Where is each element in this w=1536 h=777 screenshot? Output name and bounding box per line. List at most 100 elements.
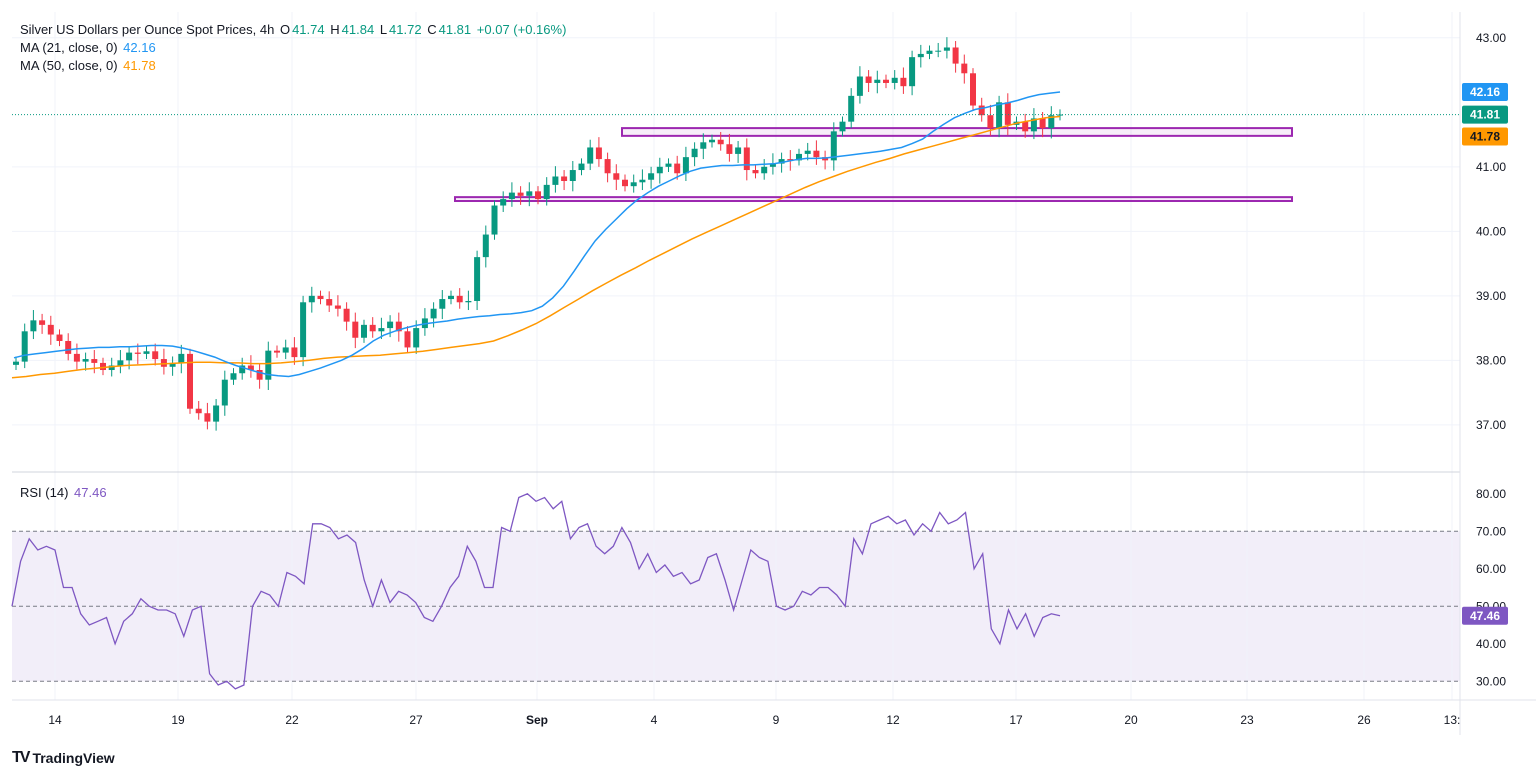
candle-body [952, 47, 959, 64]
candle-body [500, 199, 507, 206]
candle [100, 357, 106, 376]
candle [369, 317, 376, 338]
candle [682, 146, 689, 182]
rsi-legend[interactable]: RSI (14) 47.46 [20, 484, 109, 502]
candle [361, 319, 367, 343]
candle-body [456, 295, 463, 303]
candle [935, 42, 942, 58]
candle [65, 333, 72, 361]
rsi-axis-label: 70.00 [1476, 524, 1506, 538]
candle-body [482, 234, 489, 258]
candle-body [221, 379, 228, 406]
support-box[interactable] [621, 127, 1293, 137]
candle-body [709, 139, 715, 143]
ma50-value: 41.78 [123, 58, 156, 73]
last-price-tag [1462, 105, 1508, 124]
candle [996, 95, 1003, 138]
candle-body [648, 173, 655, 180]
candle [961, 54, 968, 84]
candle-body [143, 351, 150, 354]
candle-body [404, 331, 411, 348]
candle-body [691, 148, 698, 158]
candle [813, 140, 820, 165]
candle-body [839, 121, 846, 132]
candle-body [900, 77, 907, 87]
candle-body [535, 191, 541, 200]
candle-body [804, 150, 811, 154]
price-axis-label: 37.00 [1476, 418, 1506, 432]
candle [978, 97, 985, 122]
candle-body [552, 176, 559, 185]
candle-body [1030, 118, 1037, 132]
candle [334, 295, 341, 317]
ma50-legend[interactable]: MA (50, close, 0) 41.78 [20, 57, 158, 75]
candle [595, 137, 602, 167]
candle-body [726, 144, 733, 154]
candle-body [65, 340, 72, 354]
candle-body [970, 73, 976, 106]
candle [926, 45, 933, 60]
candle-body [978, 105, 985, 116]
candle [352, 312, 359, 349]
candle [30, 310, 37, 340]
candle-body [474, 257, 481, 301]
candle [526, 182, 533, 207]
chart-title-legend[interactable]: Silver US Dollars per Ounce Spot Prices,… [20, 21, 568, 39]
candle [395, 312, 402, 342]
candle [178, 344, 185, 374]
candle-body [822, 157, 829, 161]
time-axis-labels[interactable]: 14 19 22 27 Sep 4 9 12 17 20 23 26 13: [48, 713, 1460, 727]
ma21-legend[interactable]: MA (21, close, 0) 42.16 [20, 39, 158, 57]
candle-body [561, 176, 568, 182]
candle-body [639, 179, 646, 183]
support-resistance-boxes[interactable] [454, 127, 1293, 203]
candle [256, 363, 263, 389]
candle [152, 343, 159, 366]
candle [13, 356, 19, 371]
candle [404, 326, 411, 353]
candle-body [152, 351, 159, 360]
last-price-tag-text: 41.81 [1470, 108, 1500, 122]
candle [491, 200, 498, 240]
candle-body [830, 131, 837, 161]
candle [656, 157, 663, 184]
ma50-tag-text: 41.78 [1470, 130, 1500, 144]
candle [952, 41, 959, 73]
time-axis-label: 22 [285, 713, 299, 727]
candle-body [735, 147, 742, 154]
candle-body [752, 170, 759, 174]
candle-body [117, 360, 124, 366]
rsi-tag-text: 47.46 [1470, 609, 1500, 623]
time-axis-label: 17 [1009, 713, 1023, 727]
close-value: 41.81 [438, 22, 472, 37]
candle-body [622, 179, 628, 187]
candle-body [134, 352, 141, 354]
candle-body [239, 365, 246, 374]
candle [622, 174, 628, 192]
candle-body [595, 147, 602, 160]
price-axis-labels[interactable]: 37.00 38.00 39.00 40.00 41.00 43.00 [1476, 31, 1506, 432]
open-label: O [279, 22, 291, 37]
candle [187, 348, 193, 414]
candle-body [717, 139, 724, 145]
ma50-line [11, 115, 1061, 379]
rsi-axis-label: 30.00 [1476, 674, 1506, 688]
candle [82, 352, 89, 371]
candle [839, 116, 846, 137]
candle-body [935, 50, 942, 52]
rsi-axis-label: 60.00 [1476, 562, 1506, 576]
tradingview-brand[interactable]: TV TradingView [12, 749, 115, 767]
candle-body [30, 320, 37, 332]
time-axis-label: 4 [651, 713, 658, 727]
candle [143, 346, 150, 360]
candle-body [56, 334, 63, 341]
candles [13, 37, 1063, 431]
open-value: 41.74 [292, 22, 325, 37]
candle [691, 142, 698, 167]
candle-body [569, 170, 576, 182]
candle-body [430, 308, 437, 319]
support-box[interactable] [454, 196, 1293, 203]
candle-body [1039, 118, 1046, 129]
